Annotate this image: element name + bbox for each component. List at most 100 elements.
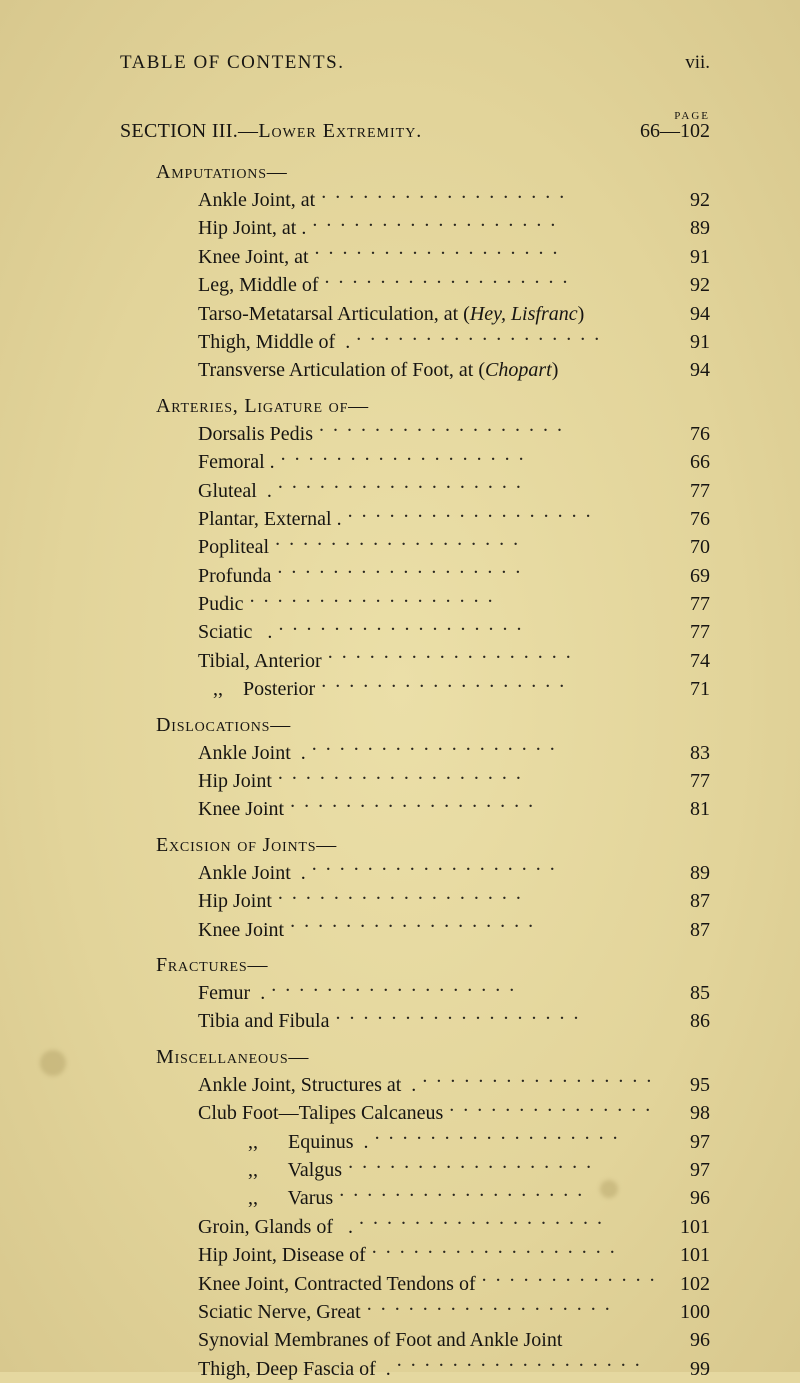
entry-page: 92 <box>664 271 710 299</box>
entry-page: 87 <box>664 916 710 944</box>
entry-page: 101 <box>664 1241 710 1269</box>
toc-entry: Popliteal 70 <box>198 533 710 561</box>
toc-body: Amputations—Ankle Joint, at92Hip Joint, … <box>120 161 710 1383</box>
entry-text: Tibia and Fibula <box>198 1007 330 1035</box>
toc-entry: Thigh, Deep Fascia of .99 <box>198 1355 710 1383</box>
toc-entry: Knee Joint, Contracted Tendons of102 <box>198 1270 710 1298</box>
entry-text: Ankle Joint . <box>198 859 306 887</box>
entry-text: Popliteal <box>198 533 269 561</box>
toc-entry: Hip Joint, Disease of101 <box>198 1241 710 1269</box>
entry-text: Ankle Joint, at <box>198 186 315 214</box>
group-heading: Fractures— <box>156 954 710 977</box>
dot-leader <box>315 245 658 263</box>
entry-page: 96 <box>664 1326 710 1354</box>
toc-entry: Hip Joint, at .89 <box>198 214 710 242</box>
entry-text: Knee Joint <box>198 916 284 944</box>
entry-text: Profunda <box>198 562 271 590</box>
dot-leader <box>336 1009 659 1027</box>
dot-leader <box>250 592 658 610</box>
dot-leader <box>281 450 658 468</box>
dot-leader <box>312 861 658 879</box>
entry-text: ,, Equinus . <box>248 1128 369 1156</box>
toc-entry: Dorsalis Pedis76 <box>198 420 710 448</box>
toc-entry: Knee Joint, at91 <box>198 243 710 271</box>
dot-leader <box>277 564 658 582</box>
dot-leader <box>482 1272 658 1290</box>
entry-text: Leg, Middle of <box>198 271 319 299</box>
section-page-range: 66—102 <box>640 120 710 143</box>
entry-text: Sciatic . <box>198 618 272 646</box>
dot-leader <box>449 1101 658 1119</box>
dot-leader <box>271 981 658 999</box>
group-heading: Excision of Joints— <box>156 834 710 857</box>
dot-leader <box>375 1130 658 1148</box>
entry-page: 70 <box>664 533 710 561</box>
entry-text: Knee Joint <box>198 795 284 823</box>
entry-page: 77 <box>664 590 710 618</box>
entry-text: ,, Valgus <box>248 1156 342 1184</box>
toc-entry: Hip Joint77 <box>198 767 710 795</box>
toc-entry: Plantar, External .76 <box>198 505 710 533</box>
group-heading: Dislocations— <box>156 714 710 737</box>
entry-text: Club Foot—Talipes Calcaneus <box>198 1099 443 1127</box>
entry-page: 87 <box>664 887 710 915</box>
entry-text: ,, Posterior <box>198 675 315 703</box>
entry-text: Sciatic Nerve, Great <box>198 1298 361 1326</box>
entry-page: 66 <box>664 448 710 476</box>
entry-page: 100 <box>664 1298 710 1326</box>
entry-page: 94 <box>664 356 710 384</box>
entry-text: Dorsalis Pedis <box>198 420 313 448</box>
dot-leader <box>372 1243 658 1261</box>
entry-text: Femur . <box>198 979 265 1007</box>
toc-entry: ,, Equinus . 97 <box>248 1128 710 1156</box>
entry-page: 77 <box>664 618 710 646</box>
toc-entry: Ankle Joint .89 <box>198 859 710 887</box>
entry-page: 97 <box>664 1128 710 1156</box>
dot-leader <box>278 769 658 787</box>
running-head: TABLE OF CONTENTS. vii. <box>120 52 710 74</box>
entry-page: 77 <box>664 477 710 505</box>
entry-page: 74 <box>664 647 710 675</box>
entry-page: 102 <box>664 1270 710 1298</box>
toc-entry: Ankle Joint .83 <box>198 739 710 767</box>
toc-entry: Club Foot—Talipes Calcaneus 98 <box>198 1099 710 1127</box>
entry-page: 98 <box>664 1099 710 1127</box>
entry-text: Tibial, Anterior <box>198 647 322 675</box>
dot-leader <box>312 216 658 234</box>
toc-entry: Synovial Membranes of Foot and Ankle Joi… <box>198 1326 710 1354</box>
entry-text: Pudic <box>198 590 244 618</box>
entry-page: 91 <box>664 328 710 356</box>
entry-page: 69 <box>664 562 710 590</box>
entry-text: Ankle Joint . <box>198 739 306 767</box>
dot-leader <box>367 1300 658 1318</box>
entry-text: Hip Joint <box>198 887 272 915</box>
toc-entry: Pudic 77 <box>198 590 710 618</box>
toc-entry: Femur . 85 <box>198 979 710 1007</box>
toc-entry: Tarso-Metatarsal Articulation, at (Hey, … <box>198 300 710 328</box>
entry-page: 95 <box>664 1071 710 1099</box>
entry-text: Plantar, External . <box>198 505 342 533</box>
entry-page: 96 <box>664 1184 710 1212</box>
toc-entry: Sciatic . 77 <box>198 618 710 646</box>
dot-leader <box>321 188 658 206</box>
toc-entry: ,, Varus96 <box>248 1184 710 1212</box>
toc-entry: Gluteal .77 <box>198 477 710 505</box>
toc-entry: Leg, Middle of 92 <box>198 271 710 299</box>
dot-leader <box>278 620 658 638</box>
toc-entry: Groin, Glands of .101 <box>198 1213 710 1241</box>
dot-leader <box>275 535 658 553</box>
toc-entry: Ankle Joint, Structures at .95 <box>198 1071 710 1099</box>
dot-leader <box>422 1073 658 1091</box>
toc-entry: Profunda 69 <box>198 562 710 590</box>
entry-page: 86 <box>664 1007 710 1035</box>
toc-entry: Knee Joint 87 <box>198 916 710 944</box>
toc-entry: Knee Joint 81 <box>198 795 710 823</box>
page: TABLE OF CONTENTS. vii. PAGE SECTION III… <box>0 0 800 1372</box>
entry-text: Synovial Membranes of Foot and Ankle Joi… <box>198 1326 562 1354</box>
entry-page: 85 <box>664 979 710 1007</box>
entry-page: 81 <box>664 795 710 823</box>
toc-entry: Sciatic Nerve, Great 100 <box>198 1298 710 1326</box>
entry-text: Thigh, Deep Fascia of . <box>198 1355 391 1383</box>
dot-leader <box>319 422 658 440</box>
entry-page: 89 <box>664 214 710 242</box>
